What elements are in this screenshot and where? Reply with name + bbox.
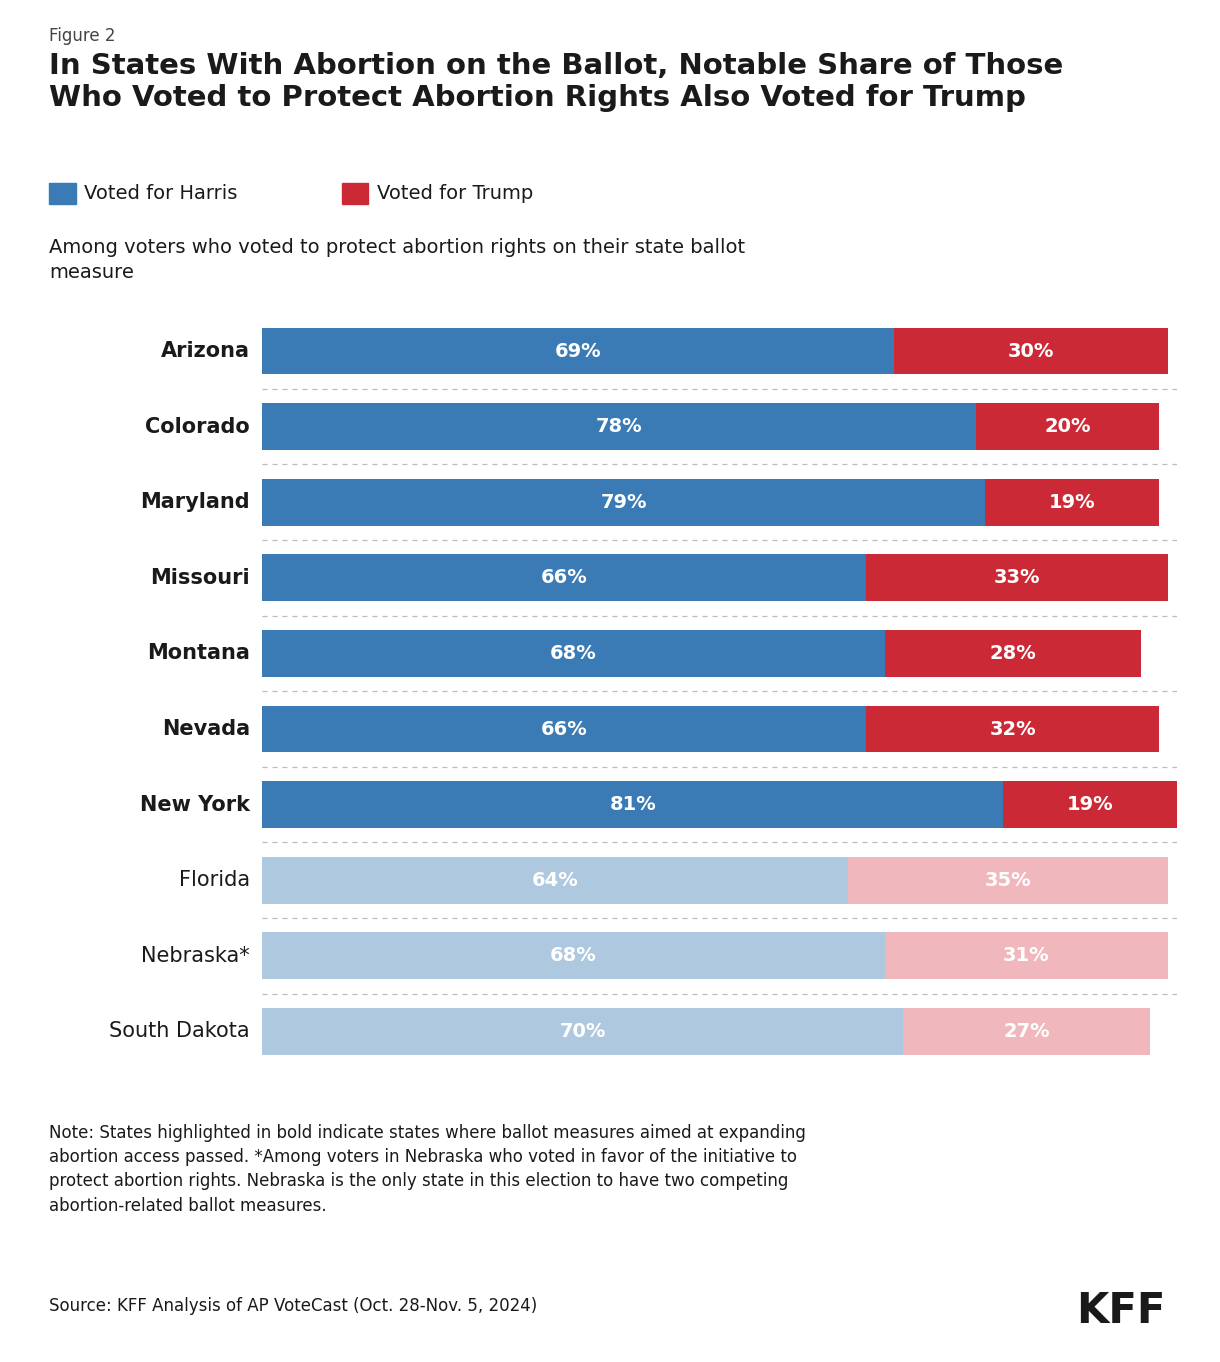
Text: Montana: Montana [148,643,250,663]
Bar [262,631,884,677]
Text: 64%: 64% [532,870,578,889]
Text: New York: New York [140,794,250,814]
Bar [262,554,866,601]
Text: 32%: 32% [989,719,1036,738]
Text: Among voters who voted to protect abortion rights on their state ballot
measure: Among voters who voted to protect aborti… [49,238,745,282]
Bar [262,782,1003,828]
Text: 81%: 81% [610,795,656,814]
Text: Colorado: Colorado [145,417,250,437]
Text: 19%: 19% [1049,493,1096,512]
Bar [884,631,1141,677]
Text: 68%: 68% [550,947,597,966]
Text: Voted for Harris: Voted for Harris [84,184,238,203]
Bar [903,1008,1149,1054]
Bar [262,328,893,375]
Text: 28%: 28% [989,644,1036,663]
Text: Arizona: Arizona [161,340,250,361]
Text: Voted for Trump: Voted for Trump [377,184,533,203]
Bar [262,933,884,979]
Text: Source: KFF Analysis of AP VoteCast (Oct. 28-Nov. 5, 2024): Source: KFF Analysis of AP VoteCast (Oct… [49,1297,537,1314]
Text: Florida: Florida [179,870,250,891]
Bar [986,479,1159,526]
Bar [866,554,1169,601]
Text: Missouri: Missouri [150,568,250,588]
Text: Note: States highlighted in bold indicate states where ballot measures aimed at : Note: States highlighted in bold indicat… [49,1124,805,1215]
Text: 66%: 66% [540,568,588,587]
Bar [848,857,1169,903]
Text: 27%: 27% [1003,1022,1049,1041]
Text: 78%: 78% [595,417,643,436]
Bar [976,403,1159,449]
Text: Nebraska*: Nebraska* [142,945,250,966]
Bar [1003,782,1177,828]
Bar [262,1008,903,1054]
Text: Maryland: Maryland [140,492,250,512]
Text: 66%: 66% [540,719,588,738]
Text: 33%: 33% [994,568,1041,587]
Text: 70%: 70% [559,1022,606,1041]
Text: South Dakota: South Dakota [110,1022,250,1042]
Bar [262,857,848,903]
Text: 68%: 68% [550,644,597,663]
Text: 31%: 31% [1003,947,1049,966]
Text: KFF: KFF [1076,1290,1165,1332]
Bar [262,706,866,752]
Text: 30%: 30% [1008,342,1054,361]
Text: 79%: 79% [600,493,647,512]
Bar [893,328,1169,375]
Bar [262,403,976,449]
Text: Figure 2: Figure 2 [49,27,116,45]
Text: 69%: 69% [555,342,601,361]
Text: 19%: 19% [1068,795,1114,814]
Bar [866,706,1159,752]
Text: 35%: 35% [985,870,1031,889]
Text: In States With Abortion on the Ballot, Notable Share of Those
Who Voted to Prote: In States With Abortion on the Ballot, N… [49,52,1063,112]
Bar [884,933,1169,979]
Text: 20%: 20% [1044,417,1091,436]
Bar [262,479,986,526]
Text: Nevada: Nevada [162,719,250,740]
